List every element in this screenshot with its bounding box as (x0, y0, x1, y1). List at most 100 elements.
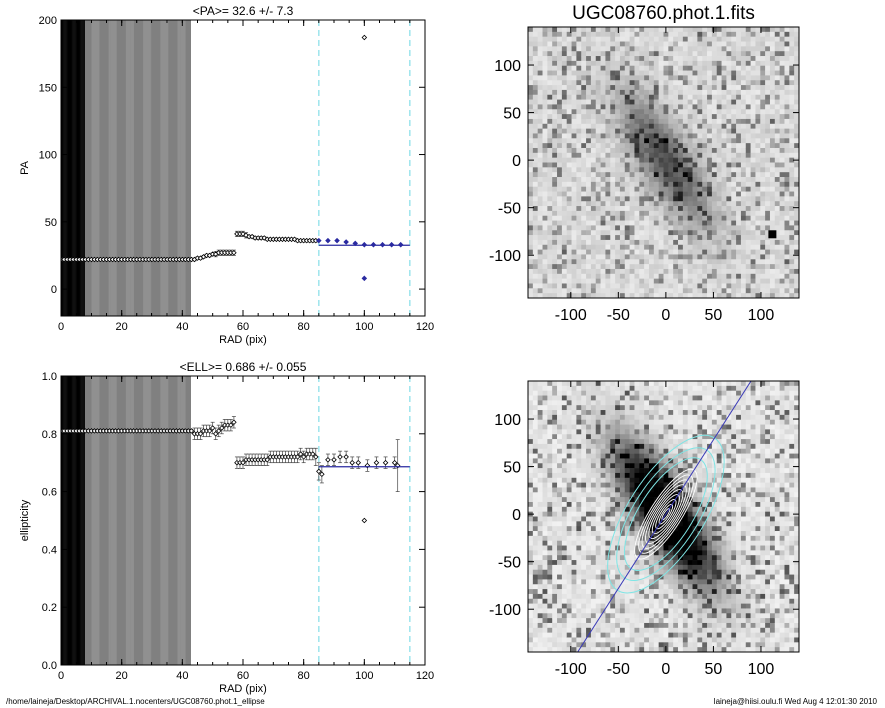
image-pixels (528, 27, 800, 299)
pixel (678, 201, 684, 207)
pixel (571, 46, 577, 52)
pixel (673, 167, 679, 173)
pixel (552, 608, 558, 614)
pixel (678, 27, 684, 33)
pixel (586, 85, 592, 91)
pixel (668, 60, 674, 67)
pixel (586, 75, 592, 81)
pixel (615, 278, 621, 284)
pixel (547, 94, 553, 100)
pixel (745, 75, 751, 81)
pixel (765, 56, 771, 62)
pixel (779, 31, 785, 37)
pixel (697, 41, 703, 47)
pixel (648, 89, 655, 96)
pixel (750, 41, 756, 47)
pixel (707, 147, 713, 154)
pixel (557, 249, 563, 255)
pixel (731, 215, 737, 221)
pixel (595, 89, 601, 96)
pixel (769, 114, 776, 120)
pixel (644, 51, 650, 57)
pixel (605, 89, 611, 96)
pixel (687, 157, 693, 163)
pixel (731, 65, 737, 71)
pixel (542, 414, 548, 421)
pixel (711, 293, 718, 299)
pixel (561, 147, 568, 154)
pixel (750, 60, 756, 67)
pixel (528, 206, 534, 212)
pixel (794, 235, 800, 241)
pixel (528, 283, 534, 289)
pixel (663, 157, 669, 163)
pixel (552, 584, 558, 590)
pixel (653, 51, 659, 57)
pixel (537, 94, 543, 100)
pixel (692, 60, 698, 67)
y-tick-label: 50 (45, 217, 57, 229)
pixel (542, 273, 548, 279)
pixel (740, 65, 747, 71)
pixel (653, 186, 659, 192)
pixel (600, 118, 606, 125)
pixel (687, 60, 693, 67)
pixel (624, 94, 630, 100)
pixel (726, 283, 732, 289)
pixel (779, 259, 785, 265)
pixel (668, 244, 674, 250)
pixel (769, 268, 776, 275)
pixel (561, 569, 568, 575)
pixel (532, 201, 538, 207)
pixel (760, 104, 766, 110)
pixel (682, 249, 688, 255)
pixel (547, 259, 553, 265)
pixel (682, 56, 688, 62)
pixel (755, 94, 761, 100)
pixel (557, 622, 563, 629)
pixel (561, 186, 568, 192)
pixel (740, 181, 747, 187)
pixel (697, 186, 703, 192)
pixel (707, 244, 713, 250)
pixel (576, 550, 582, 556)
pixel (532, 642, 538, 648)
pixel (576, 268, 582, 275)
pixel (557, 618, 563, 624)
pixel (576, 492, 582, 498)
pixel (658, 273, 664, 279)
pixel (537, 56, 543, 62)
pixel (586, 80, 592, 86)
pixel (542, 181, 548, 187)
pixel (595, 225, 601, 231)
pixel (571, 603, 577, 609)
pixel (755, 249, 761, 255)
pixel (687, 56, 693, 62)
pixel (561, 560, 568, 566)
pixel (779, 278, 785, 284)
pixel (542, 94, 548, 100)
pixel (537, 220, 543, 226)
pixel (576, 603, 582, 609)
pixel (789, 60, 795, 67)
pixel (590, 230, 597, 236)
pixel (610, 264, 616, 270)
pixel (542, 288, 548, 294)
pixel (658, 215, 664, 221)
pixel (634, 181, 640, 187)
pixel (644, 268, 650, 275)
pixel (716, 225, 722, 231)
pixel (779, 27, 785, 33)
pixel (571, 278, 577, 284)
pixel (716, 259, 722, 265)
pixel (736, 239, 742, 246)
pixel (682, 225, 688, 231)
pixel (552, 157, 558, 163)
pixel (760, 259, 766, 265)
pixel (740, 36, 747, 42)
pixel (750, 36, 756, 42)
pixel (731, 41, 737, 47)
pixel (639, 99, 645, 105)
pixel (605, 259, 611, 265)
pixel (542, 448, 548, 454)
